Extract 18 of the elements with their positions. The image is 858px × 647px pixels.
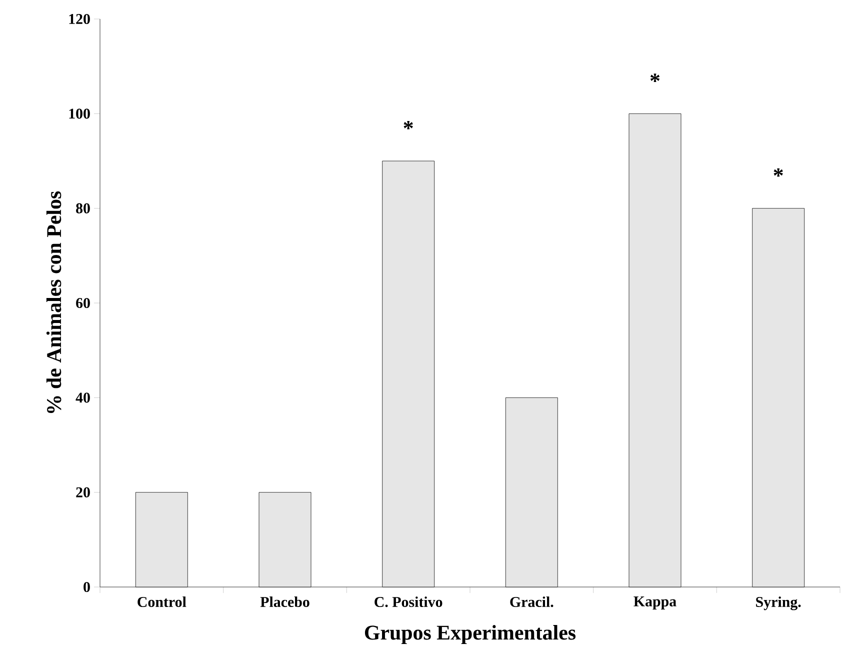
y-tick-label: 20 [76, 487, 90, 498]
x-tick-label: Control [138, 596, 186, 607]
annotation: * [650, 74, 660, 82]
x-tick-label: Syring. [756, 596, 801, 610]
x-tick-label: Kappa [634, 596, 676, 610]
x-tick-label: Gracil. [510, 596, 554, 607]
y-tick-label: 40 [76, 392, 90, 403]
annotation: * [404, 120, 413, 130]
y-tick-label: 80 [76, 203, 90, 214]
y-tick-label: 60 [76, 298, 90, 308]
x-axis-title: Grupos Experimentales [364, 624, 576, 644]
y-tick-label: 0 [84, 582, 90, 592]
y-tick-label: 100 [69, 108, 90, 119]
annotation: * [774, 168, 783, 176]
y-tick-label: 120 [69, 14, 90, 24]
y-axis-title: % de Animales con Pelos [46, 191, 62, 413]
x-tick-label: Placebo [260, 596, 310, 607]
x-tick-label: C. Positivo [374, 596, 442, 607]
